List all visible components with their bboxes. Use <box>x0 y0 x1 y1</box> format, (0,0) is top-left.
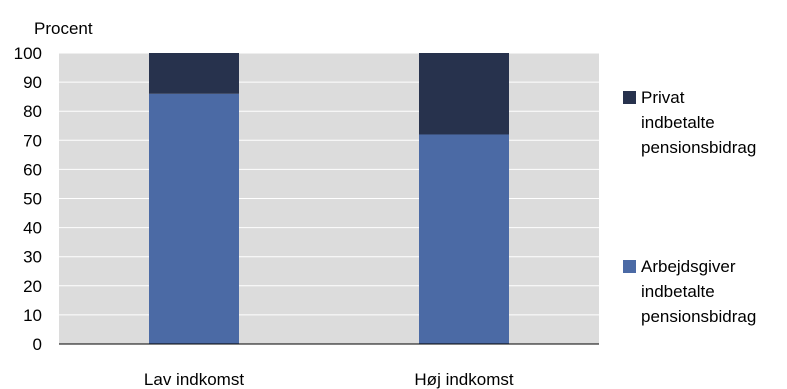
y-axis-label: Procent <box>34 19 93 38</box>
legend-label-arbejdsgiver: pensionsbidrag <box>641 307 756 326</box>
legend-label-privat: pensionsbidrag <box>641 138 756 157</box>
bar-privat-0 <box>149 53 239 94</box>
y-tick-label: 60 <box>23 160 42 179</box>
y-tick-label: 0 <box>33 335 42 354</box>
bars <box>149 53 509 345</box>
legend-label-arbejdsgiver: indbetalte <box>641 282 715 301</box>
bar-arbejdsgiver-1 <box>419 134 509 344</box>
legend-label-privat: indbetalte <box>641 113 715 132</box>
y-tick-label: 20 <box>23 277 42 296</box>
y-tick-label: 50 <box>23 190 42 209</box>
y-tick-label: 80 <box>23 102 42 121</box>
x-axis-ticks: Lav indkomst Høj indkomst <box>144 370 514 389</box>
legend: Privat indbetalte pensionsbidrag Arbejdsgiv… <box>623 88 756 326</box>
y-tick-label: 70 <box>23 131 42 150</box>
x-tick-label: Lav indkomst <box>144 370 244 389</box>
y-tick-label: 10 <box>23 306 42 325</box>
legend-label-arbejdsgiver: Arbejdsgiver <box>641 257 736 276</box>
bar-privat-1 <box>419 53 509 135</box>
x-tick-label: Høj indkomst <box>414 370 513 389</box>
y-tick-label: 100 <box>14 44 42 63</box>
legend-swatch-privat <box>623 91 636 104</box>
legend-label-privat: Privat <box>641 88 685 107</box>
legend-swatch-arbejdsgiver <box>623 260 636 273</box>
y-axis-ticks: 0 10 20 30 40 50 60 70 80 90 100 <box>14 44 42 354</box>
y-tick-label: 90 <box>23 73 42 92</box>
y-tick-label: 40 <box>23 219 42 238</box>
y-tick-label: 30 <box>23 248 42 267</box>
bar-arbejdsgiver-0 <box>149 93 239 345</box>
